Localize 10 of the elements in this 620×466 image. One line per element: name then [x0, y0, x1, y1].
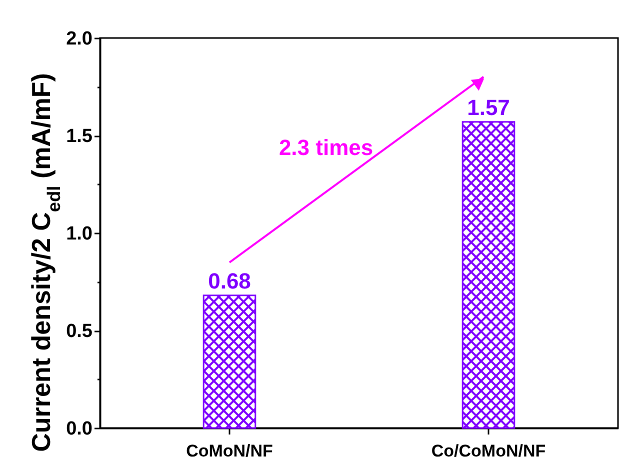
annotation: 2.3 times [278, 134, 374, 160]
y-tick-label: 1.5 [66, 126, 93, 147]
y-tick-label: 1.0 [66, 224, 92, 244]
y-tick-label: 2.0 [66, 28, 92, 50]
x-tick-label: CoMoN/NF [186, 442, 273, 460]
data-label: 0.68 [208, 268, 251, 294]
data-label: 1.57 [467, 94, 510, 120]
y-tick-label: 0.5 [66, 321, 93, 342]
x-tick-label: Co/CoMoN/NF [431, 442, 546, 460]
y-tick-label: 0.0 [66, 418, 92, 440]
